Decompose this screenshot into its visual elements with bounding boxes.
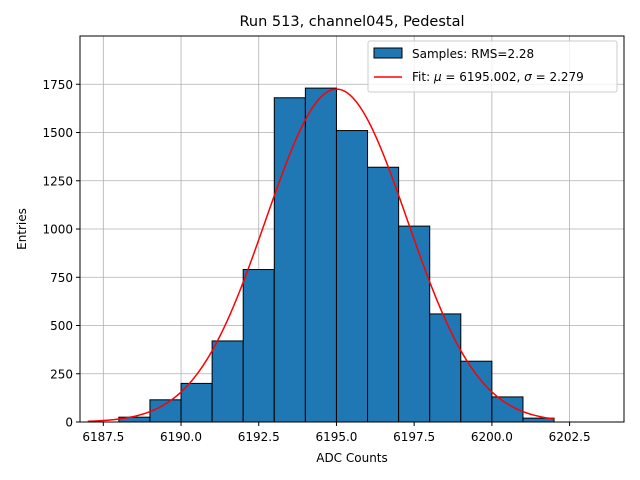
histogram-bar xyxy=(460,360,493,423)
histogram-bar xyxy=(491,396,524,423)
legend-swatch-samples xyxy=(373,47,403,59)
histogram-bar xyxy=(429,313,462,423)
histogram-bar xyxy=(335,130,369,423)
histogram-bar xyxy=(273,97,306,423)
histogram-bars xyxy=(118,87,555,423)
legend-fit-sigma-value: = 2.279 xyxy=(532,70,584,84)
y-tick-label: 0 xyxy=(65,416,73,430)
histogram-bar xyxy=(211,340,244,423)
x-tick-label: 6187.5 xyxy=(82,430,124,444)
x-tick-label: 6197.5 xyxy=(393,430,435,444)
y-tick-label: 1750 xyxy=(42,78,73,92)
histogram-bar xyxy=(398,225,431,423)
y-tick-label: 1500 xyxy=(42,126,73,140)
histogram-bar xyxy=(367,166,400,423)
legend-fit-prefix: Fit: xyxy=(412,70,434,84)
y-tick-label: 1000 xyxy=(42,223,73,237)
x-axis-label: ADC Counts xyxy=(316,451,388,465)
x-tick-label: 6195.0 xyxy=(315,430,357,444)
x-tick-label: 6202.5 xyxy=(549,430,591,444)
y-axis-ticks: 0 250 500 750 1000 1250 1500 1750 xyxy=(42,78,80,430)
legend: Samples: RMS=2.28 Fit: μ = 6195.002, σ =… xyxy=(367,40,618,93)
y-tick-label: 750 xyxy=(50,271,73,285)
x-tick-label: 6190.0 xyxy=(160,430,202,444)
histogram-bar xyxy=(180,382,213,423)
legend-label-fit: Fit: μ = 6195.002, σ = 2.279 xyxy=(412,70,584,84)
y-tick-label: 250 xyxy=(50,367,73,381)
y-tick-label: 1250 xyxy=(42,174,73,188)
legend-fit-mu-value: = 6195.002, xyxy=(442,70,525,84)
legend-label-samples: Samples: RMS=2.28 xyxy=(412,47,534,61)
fit-curve xyxy=(87,88,555,423)
x-tick-label: 6200.0 xyxy=(471,430,513,444)
histogram-bar xyxy=(304,87,337,423)
legend-fit-mu-symbol: μ xyxy=(433,70,442,84)
histogram-bar xyxy=(242,269,275,423)
chart-title: Run 513, channel045, Pedestal xyxy=(239,14,464,30)
legend-fit-sigma-symbol: σ xyxy=(524,70,532,84)
legend-box xyxy=(367,40,618,93)
x-axis-ticks: 6187.5 6190.0 6192.5 6195.0 6197.5 6200.0 6202… xyxy=(82,422,591,444)
x-tick-label: 6192.5 xyxy=(238,430,280,444)
y-tick-label: 500 xyxy=(50,319,73,333)
y-axis-label: Entries xyxy=(15,208,29,250)
